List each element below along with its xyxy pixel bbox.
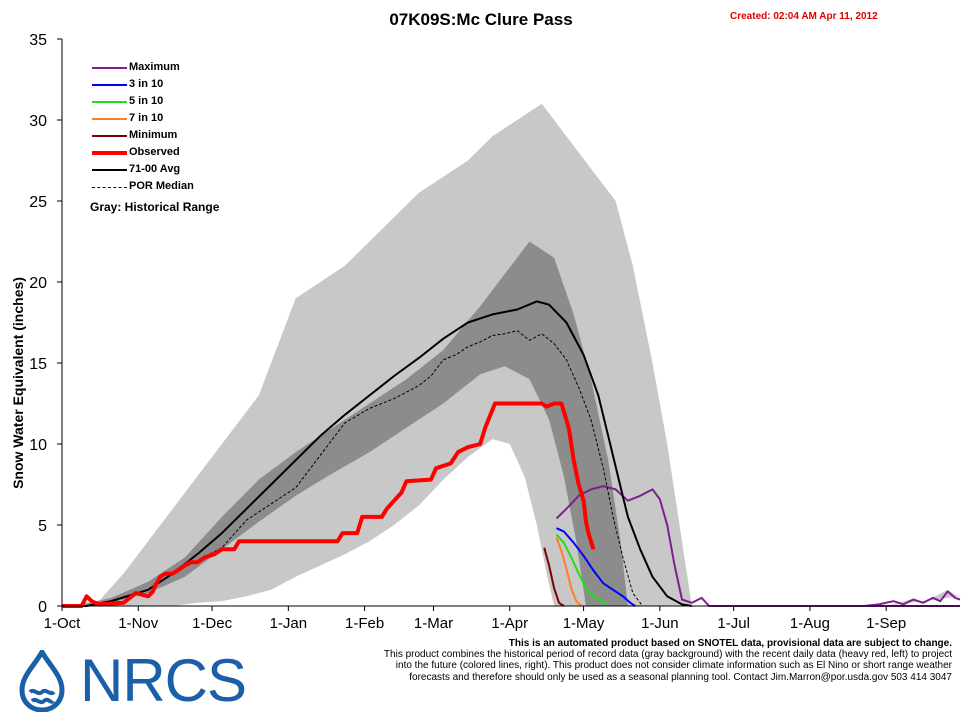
y-tick-label: 15 (29, 356, 47, 373)
legend-swatch (92, 67, 127, 69)
legend-swatch (92, 101, 127, 103)
disclaimer-line-2: This product combines the historical per… (383, 649, 952, 661)
y-tick-label: 5 (38, 518, 47, 535)
legend-label: Observed (129, 146, 180, 158)
series-line-p3in10 (556, 527, 636, 607)
legend-label: Maximum (129, 61, 180, 73)
series-line-maximum-late (863, 589, 961, 607)
water-drop-icon (19, 650, 65, 712)
series-line-observed (62, 401, 596, 608)
y-tick-label: 0 (38, 599, 47, 616)
y-tick-label: 10 (29, 437, 47, 454)
nrcs-logo: NRCS (8, 650, 247, 712)
late-summer-range-band (886, 589, 960, 606)
y-tick-label: 25 (29, 194, 47, 211)
x-tick-label: 1-Jan (270, 615, 308, 632)
y-tick-label: 35 (29, 32, 47, 49)
historical-range-area (62, 103, 960, 607)
x-tick-label: 1-Apr (491, 615, 528, 632)
series-line-p5in10 (555, 534, 607, 607)
x-tick-label: 1-Nov (118, 615, 159, 632)
legend: Gray: Historical Range Maximum 3 in 10 5 i… (80, 58, 242, 220)
x-tick-label: 1-Dec (192, 615, 233, 632)
series-line-minimum (543, 547, 565, 607)
x-tick-label: 1-Aug (790, 615, 830, 632)
disclaimer-line-3: into the future (colored lines, right). … (395, 660, 952, 672)
x-tick-label: 1-Jul (717, 615, 750, 632)
y-tick-label: 20 (29, 275, 47, 292)
disclaimer-line-4: forecasts and therefore should only be u… (409, 671, 952, 683)
legend-label: 5 in 10 (129, 95, 164, 107)
series-line-avg (62, 300, 692, 607)
series-line-p7in10 (555, 537, 582, 607)
legend-label: 3 in 10 (129, 78, 164, 90)
axes: 0 5 10 15 20 25 30 35 1-Oct 1-Nov 1-Dec 1-Jan 1-Feb 1… (29, 32, 960, 632)
x-tick-label: 1-Jun (641, 615, 679, 632)
x-tick-label: 1-Oct (44, 615, 82, 632)
legend-swatch (92, 135, 127, 137)
legend-label: Minimum (129, 129, 178, 141)
legend-swatch (92, 84, 127, 86)
y-tick-label: 30 (29, 113, 47, 130)
legend-label: 7 in 10 (129, 112, 164, 124)
legend-label: 71-00 Avg (129, 163, 181, 175)
disclaimer: This is an automated product based on SN… (300, 638, 952, 683)
legend-swatch (92, 151, 127, 155)
x-tick-label: 1-Sep (866, 615, 906, 632)
x-tick-label: 1-Feb (345, 615, 384, 632)
legend-swatch (92, 187, 127, 188)
disclaimer-line-1: This is an automated product based on SN… (508, 638, 952, 649)
nrcs-logo-text: NRCS (80, 647, 247, 714)
y-axis-label: Snow Water Equivalent (inches) (10, 277, 26, 489)
series-line-median (62, 330, 643, 607)
legend-swatch (92, 169, 127, 171)
legend-gray-note: Gray: Historical Range (90, 200, 220, 214)
series-lines (62, 300, 961, 608)
interquartile-range-area (74, 241, 628, 606)
chart-title: 07K09S:Mc Clure Pass (389, 10, 573, 29)
historical-range-band (62, 103, 692, 607)
legend-swatch (92, 118, 127, 120)
x-tick-label: 1-Mar (414, 615, 453, 632)
series-line-maximum (555, 485, 960, 607)
legend-label: POR Median (129, 180, 194, 192)
created-timestamp: Created: 02:04 AM Apr 11, 2012 (730, 11, 878, 22)
median-band (74, 241, 628, 606)
x-tick-label: 1-May (563, 615, 605, 632)
